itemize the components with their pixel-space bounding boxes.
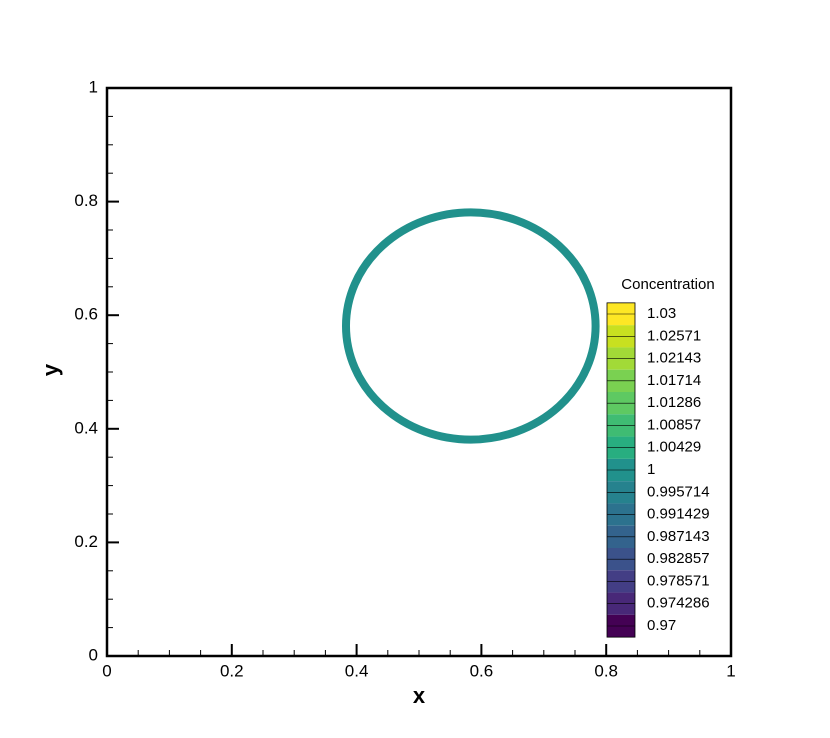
x-tick-label: 0.2 bbox=[220, 661, 244, 680]
x-tick-label: 1 bbox=[726, 661, 735, 680]
colorbar-label: 0.987143 bbox=[647, 528, 710, 545]
colorbar-label: 0.982857 bbox=[647, 550, 710, 567]
colorbar-label: 1 bbox=[647, 461, 655, 478]
contour-ring bbox=[341, 208, 600, 444]
y-tick-label: 0.8 bbox=[74, 191, 98, 210]
colorbar-label: 1.00857 bbox=[647, 416, 701, 433]
colorbar-label: 1.03 bbox=[647, 305, 676, 322]
y-tick-label: 0 bbox=[89, 645, 98, 664]
colorbar-label: 0.995714 bbox=[647, 483, 710, 500]
y-tick-label: 0.2 bbox=[74, 532, 98, 551]
y-axis-label: y bbox=[38, 363, 63, 376]
colorbar-label: 1.02143 bbox=[647, 350, 701, 367]
x-tick-label: 0.6 bbox=[470, 661, 494, 680]
colorbar-label: 0.978571 bbox=[647, 572, 710, 589]
y-tick-label: 1 bbox=[89, 77, 98, 96]
x-axis-label: x bbox=[413, 683, 426, 708]
colorbar-label: 0.974286 bbox=[647, 595, 710, 612]
x-tick-label: 0.8 bbox=[594, 661, 618, 680]
y-tick-label: 0.4 bbox=[74, 418, 98, 437]
colorbar-label: 1.01286 bbox=[647, 394, 701, 411]
colorbar-label: 0.97 bbox=[647, 617, 676, 634]
colorbar-frame bbox=[606, 302, 636, 638]
x-tick-label: 0.4 bbox=[345, 661, 369, 680]
colorbar-label: 1.00429 bbox=[647, 439, 701, 456]
colorbar-label: 1.02571 bbox=[647, 327, 701, 344]
colorbar-label: 0.991429 bbox=[647, 506, 710, 523]
colorbar-title: Concentration bbox=[621, 276, 714, 293]
colorbar-label: 1.01714 bbox=[647, 372, 701, 389]
y-tick-label: 0.6 bbox=[74, 305, 98, 324]
x-tick-label: 0 bbox=[102, 661, 111, 680]
